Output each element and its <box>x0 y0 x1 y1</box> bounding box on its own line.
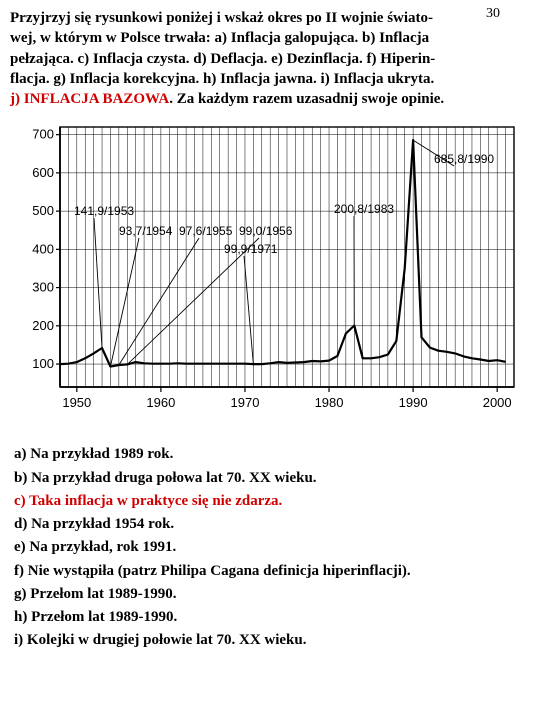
q-line: wej, w którym w Polsce trwała: a) Inflac… <box>10 30 429 46</box>
answer-e: e) Na przykład, rok 1991. <box>14 536 530 559</box>
svg-text:1980: 1980 <box>315 395 344 410</box>
q-line-red: j) INFLACJA BAZOWA <box>10 91 169 107</box>
answer-b: b) Na przykład druga połowa lat 70. XX w… <box>14 467 530 490</box>
svg-text:685,8/1990: 685,8/1990 <box>434 152 494 166</box>
svg-text:99,0/1956: 99,0/1956 <box>239 224 293 238</box>
answer-d: d) Na przykład 1954 rok. <box>14 513 530 536</box>
q-line: Przyjrzyj się rysunkowi poniżej i wskaż … <box>10 10 433 26</box>
q-line: flacja. g) Inflacja korekcyjna. h) Infla… <box>10 71 434 87</box>
svg-text:300: 300 <box>32 280 54 295</box>
answer-g: g) Przełom lat 1989-1990. <box>14 583 530 606</box>
q-line: pełzająca. c) Inflacja czysta. d) Deflac… <box>10 51 435 67</box>
q-line-tail: . Za każdym razem uzasadnij swoje opinie… <box>169 91 444 107</box>
svg-text:400: 400 <box>32 242 54 257</box>
svg-text:200,8/1983: 200,8/1983 <box>334 202 394 216</box>
question-text: Przyjrzyj się rysunkowi poniżej i wskaż … <box>10 8 530 109</box>
svg-text:600: 600 <box>32 165 54 180</box>
answer-a: a) Na przykład 1989 rok. <box>14 443 530 466</box>
svg-text:141,9/1953: 141,9/1953 <box>74 204 134 218</box>
answer-c: c) Taka inflacja w praktyce się nie zdar… <box>14 490 530 513</box>
svg-text:1990: 1990 <box>399 395 428 410</box>
svg-text:700: 700 <box>32 127 54 142</box>
answer-f: f) Nie wystąpiła (patrz Philipa Cagana d… <box>14 560 530 583</box>
svg-text:1970: 1970 <box>231 395 260 410</box>
answers-block: a) Na przykład 1989 rok. b) Na przykład … <box>10 443 530 652</box>
page-number: 30 <box>486 6 500 22</box>
svg-text:1960: 1960 <box>146 395 175 410</box>
svg-text:500: 500 <box>32 203 54 218</box>
answer-h: h) Przełom lat 1989-1990. <box>14 606 530 629</box>
svg-text:100: 100 <box>32 356 54 371</box>
svg-text:99,9/1971: 99,9/1971 <box>224 242 278 256</box>
inflation-chart: 100 200 300 400 500 600 700 1950 1960 1970 1980 199… <box>14 115 524 425</box>
answer-i: i) Kolejki w drugiej połowie lat 70. XX … <box>14 629 530 652</box>
svg-text:1950: 1950 <box>62 395 91 410</box>
svg-text:2000: 2000 <box>483 395 512 410</box>
svg-text:200: 200 <box>32 318 54 333</box>
svg-text:97,6/1955: 97,6/1955 <box>179 224 233 238</box>
svg-text:93,7/1954: 93,7/1954 <box>119 224 173 238</box>
